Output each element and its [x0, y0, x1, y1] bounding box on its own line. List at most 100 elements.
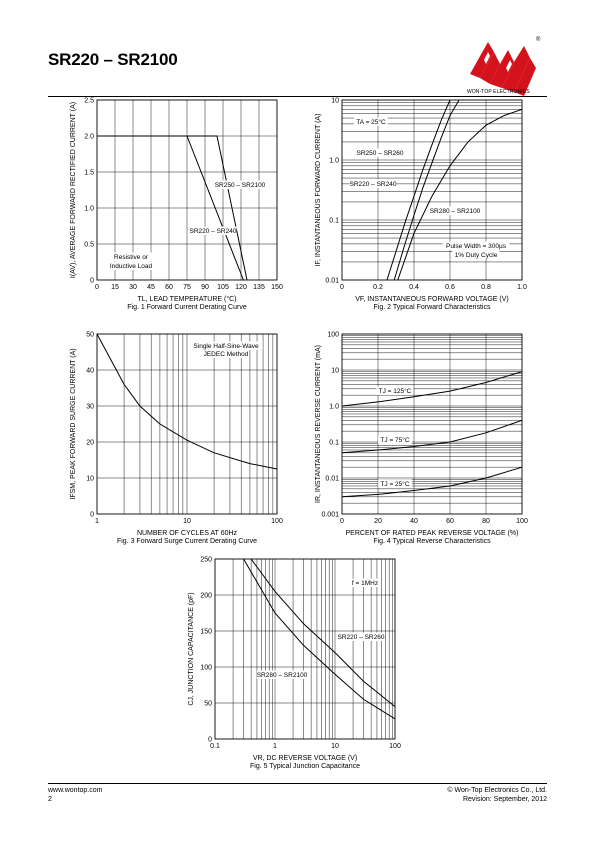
fig4-label-25: TJ = 25°C [380, 480, 409, 488]
fig1-xtick-3: 45 [147, 284, 155, 291]
fig2-note-pulse: Pulse Width = 300µs [446, 243, 507, 250]
fig5-caption: Fig. 5 Typical Junction Capacitance [250, 763, 360, 770]
fig5-ytick-3: 150 [200, 629, 212, 636]
fig4-ytick-3: 1.0 [329, 404, 339, 411]
fig4-label-75: TJ = 75°C [380, 436, 409, 444]
fig4-xtick-0: 0 [340, 518, 344, 525]
fig2-xlabel: VF, INSTANTANEOUS FORWARD VOLTAGE (V) [355, 296, 509, 303]
won-top-logo-icon [470, 42, 536, 96]
fig5-xtick-0: 0.1 [210, 743, 220, 750]
fig3-xlabel: NUMBER OF CYCLES AT 60Hz [137, 530, 238, 537]
fig3-note-1: Single Half-Sine-Wave [193, 343, 259, 350]
fig5-chart: 0.1 1 10 100 0 50 100 150 200 250 VR, DC REVERSE V… [188, 557, 401, 771]
fig1-xtick-9: 135 [253, 284, 265, 291]
fig1-xtick-1: 15 [111, 284, 119, 291]
fig2-ylabel: IF, INSTANTANEOUS FORWARD CURRENT (A) [315, 114, 322, 267]
fig1-label-sr220: SR220 – SR240 [190, 228, 237, 235]
fig2-ytick-0: 0.01 [325, 278, 339, 285]
fig1-ylabel: I(AV), AVERAGE FORWARD RECTIFIED CURRENT… [70, 102, 77, 278]
footer-right: © Won-Top Electronics Co., Ltd. Revision… [447, 786, 547, 804]
fig5-xtick-1: 1 [273, 743, 277, 750]
fig4-xtick-3: 60 [446, 518, 454, 525]
fig4-ytick-0: 0.001 [321, 512, 339, 519]
trademark-mark: ® [536, 37, 541, 43]
fig2-xtick-4: 0.8 [481, 284, 491, 291]
fig2-xtick-0: 0 [340, 284, 344, 291]
fig1-note-1: Resistive or [114, 254, 149, 261]
fig2-frame [341, 99, 523, 281]
fig5-note-freq: f = 1MHz [352, 580, 378, 587]
fig1-xtick-0: 0 [95, 284, 99, 291]
fig5-series-0 [250, 558, 396, 707]
fig1-xtick-2: 30 [129, 284, 137, 291]
fig4-series-2 [341, 466, 523, 498]
fig5-ytick-0: 0 [208, 737, 212, 744]
fig5-grid [215, 559, 395, 739]
fig1-ytick-1: 0.5 [84, 242, 94, 249]
fig3-ytick-4: 40 [86, 368, 94, 375]
fig1-chart: 0 15 30 45 60 75 90 105 120 135 150 0 0.5 1.0 1.5 2.0 2.… [70, 98, 283, 312]
header-rule [48, 96, 547, 97]
fig5-frame [214, 558, 396, 740]
fig2-label-sr220: SR220 – SR240 [350, 181, 397, 188]
fig4-xtick-2: 40 [410, 518, 418, 525]
fig3-xtick-2: 100 [271, 518, 283, 525]
fig4-label-125: TJ = 125°C [379, 387, 412, 395]
fig5-xlabel: VR, DC REVERSE VOLTAGE (V) [253, 755, 357, 762]
fig3-xtick-1: 10 [183, 518, 191, 525]
fig5-xtick-2: 10 [331, 743, 339, 750]
fig2-ytick-3: 10 [331, 98, 339, 105]
fig5-ytick-5: 250 [200, 557, 212, 564]
fig4-ytick-2: 0.1 [329, 440, 339, 447]
fig3-ytick-3: 30 [86, 404, 94, 411]
page-title: SR220 – SR2100 [48, 50, 178, 69]
fig4-ylabel: IR, INSTANTANEOUS REVERSE CURRENT (mA) [315, 345, 322, 503]
fig2-note-duty: 1% Duty Cycle [455, 252, 498, 259]
footer-website[interactable]: www.wontop.com [48, 787, 103, 794]
fig2-series-1 [393, 99, 460, 281]
footer-revision: Revision: September, 2012 [462, 796, 547, 803]
fig3-grid [97, 334, 277, 514]
fig1-ytick-2: 1.0 [84, 206, 94, 213]
fig2-chart: 0 0.2 0.4 0.6 0.8 1.0 0.01 0.1 1.0 10 VF, INSTANTA… [315, 98, 527, 312]
fig2-xtick-2: 0.4 [409, 284, 419, 291]
fig2-caption: Fig. 2 Typical Forward Characteristics [374, 304, 491, 311]
fig4-ytick-4: 10 [331, 368, 339, 375]
fig4-series-0 [341, 371, 523, 407]
fig1-xtick-7: 105 [217, 284, 229, 291]
fig1-xtick-5: 75 [183, 284, 191, 291]
fig1-ytick-0: 0 [90, 278, 94, 285]
fig1-xtick-4: 60 [165, 284, 173, 291]
fig5-ytick-4: 200 [200, 593, 212, 600]
fig1-note-2: Inductive Load [110, 263, 153, 270]
fig4-xtick-4: 80 [482, 518, 490, 525]
fig1-label-sr250: SR250 – SR2100 [215, 182, 266, 189]
fig5-ytick-2: 100 [200, 665, 212, 672]
fig5-label-sr280: SR280 – SR2100 [257, 672, 308, 679]
footer-page-number: 2 [48, 796, 52, 803]
fig3-frame [96, 333, 278, 515]
fig4-grid [342, 334, 522, 514]
fig4-caption: Fig. 4 Typical Reverse Characteristics [373, 538, 491, 545]
fig1-ytick-3: 1.5 [84, 170, 94, 177]
fig1-ytick-4: 2.0 [84, 134, 94, 141]
fig5-label-sr220: SR220 – SR260 [338, 634, 385, 641]
fig3-chart: 1 10 100 0 10 20 30 40 50 NUMBER OF CYCLES AT 60H… [70, 332, 283, 546]
fig4-chart: 0 20 40 60 80 100 0.001 0.01 0.1 1.0 10 100 PERCENT … [315, 332, 528, 546]
fig2-ytick-1: 0.1 [329, 218, 339, 225]
fig2-xtick-3: 0.6 [445, 284, 455, 291]
footer-left: www.wontop.com 2 [48, 786, 102, 804]
fig2-series-2 [397, 108, 523, 281]
fig4-frame [341, 333, 523, 515]
fig2-xtick-5: 1.0 [517, 284, 527, 291]
fig5-series-1 [243, 558, 396, 720]
fig1-xtick-8: 120 [235, 284, 247, 291]
fig4-ytick-1: 0.01 [325, 476, 339, 483]
fig3-ytick-2: 20 [86, 440, 94, 447]
fig2-label-sr280: SR280 – SR2100 [430, 208, 481, 215]
fig3-ytick-1: 10 [86, 476, 94, 483]
fig3-ytick-0: 0 [90, 512, 94, 519]
fig3-caption: Fig. 3 Forward Surge Current Derating Cu… [117, 538, 257, 545]
fig3-ylabel: IFSM, PEAK FORWARD SURGE CURRENT (A) [70, 348, 77, 499]
